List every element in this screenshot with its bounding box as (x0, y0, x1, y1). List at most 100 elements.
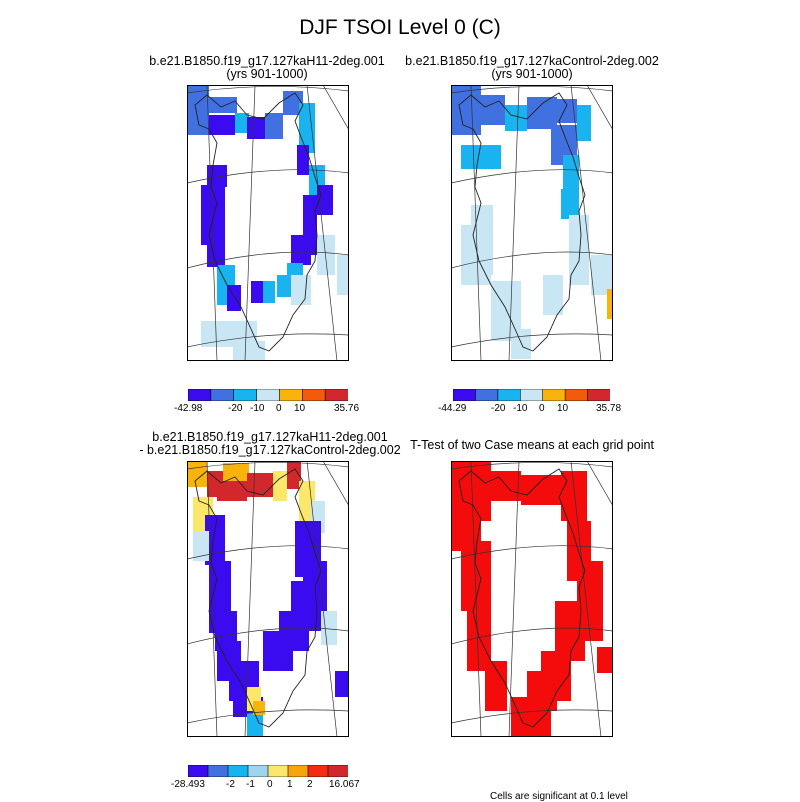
data-cell (597, 647, 613, 673)
data-cell (481, 95, 505, 125)
colorbar-swatch (453, 389, 477, 401)
panel-2-title-line1: b.e21.B1850.f19_g17.127kaControl-2deg.00… (405, 54, 659, 68)
panel-1-colorbar-label: -42.98 (174, 403, 203, 414)
data-cell (543, 275, 563, 315)
panel-3-colorbar-label: -2 (226, 779, 235, 790)
colorbar-swatch (188, 765, 209, 777)
colorbar-swatch (227, 765, 249, 777)
panel-4-map (451, 461, 613, 737)
significance-note: Cells are significant at 0.1 level (490, 791, 628, 802)
graticule-line (508, 85, 520, 361)
panel-1-title-line2: (yrs 901-1000) (226, 67, 308, 81)
graticule-line (451, 709, 613, 724)
panel-3-map (187, 461, 349, 737)
data-cells (451, 461, 613, 737)
graticule-line (451, 169, 613, 184)
data-cell (251, 281, 265, 303)
data-cell (317, 185, 333, 215)
colorbar-swatch (324, 389, 348, 401)
panel-1-colorbar-label: -20 (228, 403, 243, 414)
panel-4-title: T-Test of two Case means at each grid po… (352, 439, 712, 452)
graticule-line (451, 545, 613, 560)
graticule (451, 461, 613, 737)
data-cell (569, 215, 589, 285)
data-cell (317, 235, 335, 275)
data-cells (187, 461, 349, 737)
data-cell (561, 189, 579, 219)
data-cell (209, 115, 235, 135)
data-cell (273, 471, 287, 501)
data-cell (209, 97, 237, 113)
graticule-line (187, 86, 349, 94)
graticule-line (451, 627, 613, 645)
data-cell (217, 481, 247, 501)
panel-1-colorbar (188, 389, 348, 401)
data-cell (511, 329, 531, 359)
colorbar-swatch (307, 765, 329, 777)
coastline (458, 92, 586, 352)
graticule-line (586, 461, 613, 507)
graticule-line (570, 85, 602, 361)
colorbar-swatch (542, 389, 566, 401)
data-cell (335, 671, 349, 697)
data-cell (263, 281, 275, 303)
colorbar-swatch (210, 389, 235, 401)
panel-2-colorbar-label: 0 (539, 403, 545, 414)
panel-3-colorbar-label: 0 (267, 779, 273, 790)
panel-3-colorbar-label: 1 (287, 779, 293, 790)
data-cell (263, 631, 293, 671)
graticule-line (244, 461, 256, 737)
graticule-line (586, 85, 613, 131)
map-border (187, 461, 349, 737)
data-cell (607, 289, 613, 319)
data-cells (451, 85, 613, 359)
data-cell (265, 113, 283, 139)
colorbar-swatch (475, 389, 499, 401)
data-cell (337, 255, 349, 295)
graticule-line (451, 251, 613, 269)
data-cell (207, 165, 227, 187)
coastline (194, 92, 322, 352)
colorbar-swatch (587, 389, 610, 401)
data-cell (235, 113, 249, 133)
data-cell (299, 103, 315, 153)
panel-4-title-line1: T-Test of two Case means at each grid po… (410, 438, 654, 452)
graticule-line (306, 85, 338, 361)
panel-3-title-line1: b.e21.B1850.f19_g17.127kaH11-2deg.001 (152, 430, 388, 444)
colorbar-swatch (207, 765, 229, 777)
panel-1-colorbar-label: 10 (294, 403, 306, 414)
data-cell (247, 473, 273, 497)
coastline (458, 468, 586, 728)
graticule-line (451, 333, 613, 348)
panel-2-colorbar-label: 10 (557, 403, 569, 414)
map-border (187, 85, 349, 361)
data-cells (187, 85, 349, 361)
panel-2-colorbar-label: -20 (491, 403, 506, 414)
page-title: DJF TSOI Level 0 (C) (299, 16, 501, 39)
colorbar-swatch (279, 389, 303, 401)
colorbar-swatch (497, 389, 521, 401)
data-cell (591, 255, 613, 295)
panel-3-colorbar-label: 2 (307, 779, 313, 790)
data-cell (485, 661, 507, 711)
data-cell (291, 235, 311, 265)
data-cell (247, 117, 265, 139)
data-cell (233, 341, 265, 361)
data-cell (247, 713, 263, 737)
graticule-line (187, 627, 349, 645)
data-cell (563, 155, 579, 191)
graticule-line (187, 709, 349, 724)
colorbar-swatch (267, 765, 289, 777)
colorbar-swatch (247, 765, 269, 777)
panel-3-title: b.e21.B1850.f19_g17.127kaH11-2deg.001 - … (90, 431, 450, 457)
graticule-line (508, 461, 520, 737)
data-cell (193, 531, 209, 561)
panel-2-colorbar (453, 389, 610, 401)
panel-2-colorbar-label: -10 (513, 403, 528, 414)
panel-2-colorbar-label: -44.29 (438, 403, 467, 414)
colorbar-swatch (327, 765, 348, 777)
panel-1-colorbar-label: 0 (276, 403, 282, 414)
graticule-line (187, 333, 349, 348)
panel-1-title: b.e21.B1850.f19_g17.127kaH11-2deg.001 (y… (87, 55, 447, 81)
graticule-line (322, 85, 349, 131)
